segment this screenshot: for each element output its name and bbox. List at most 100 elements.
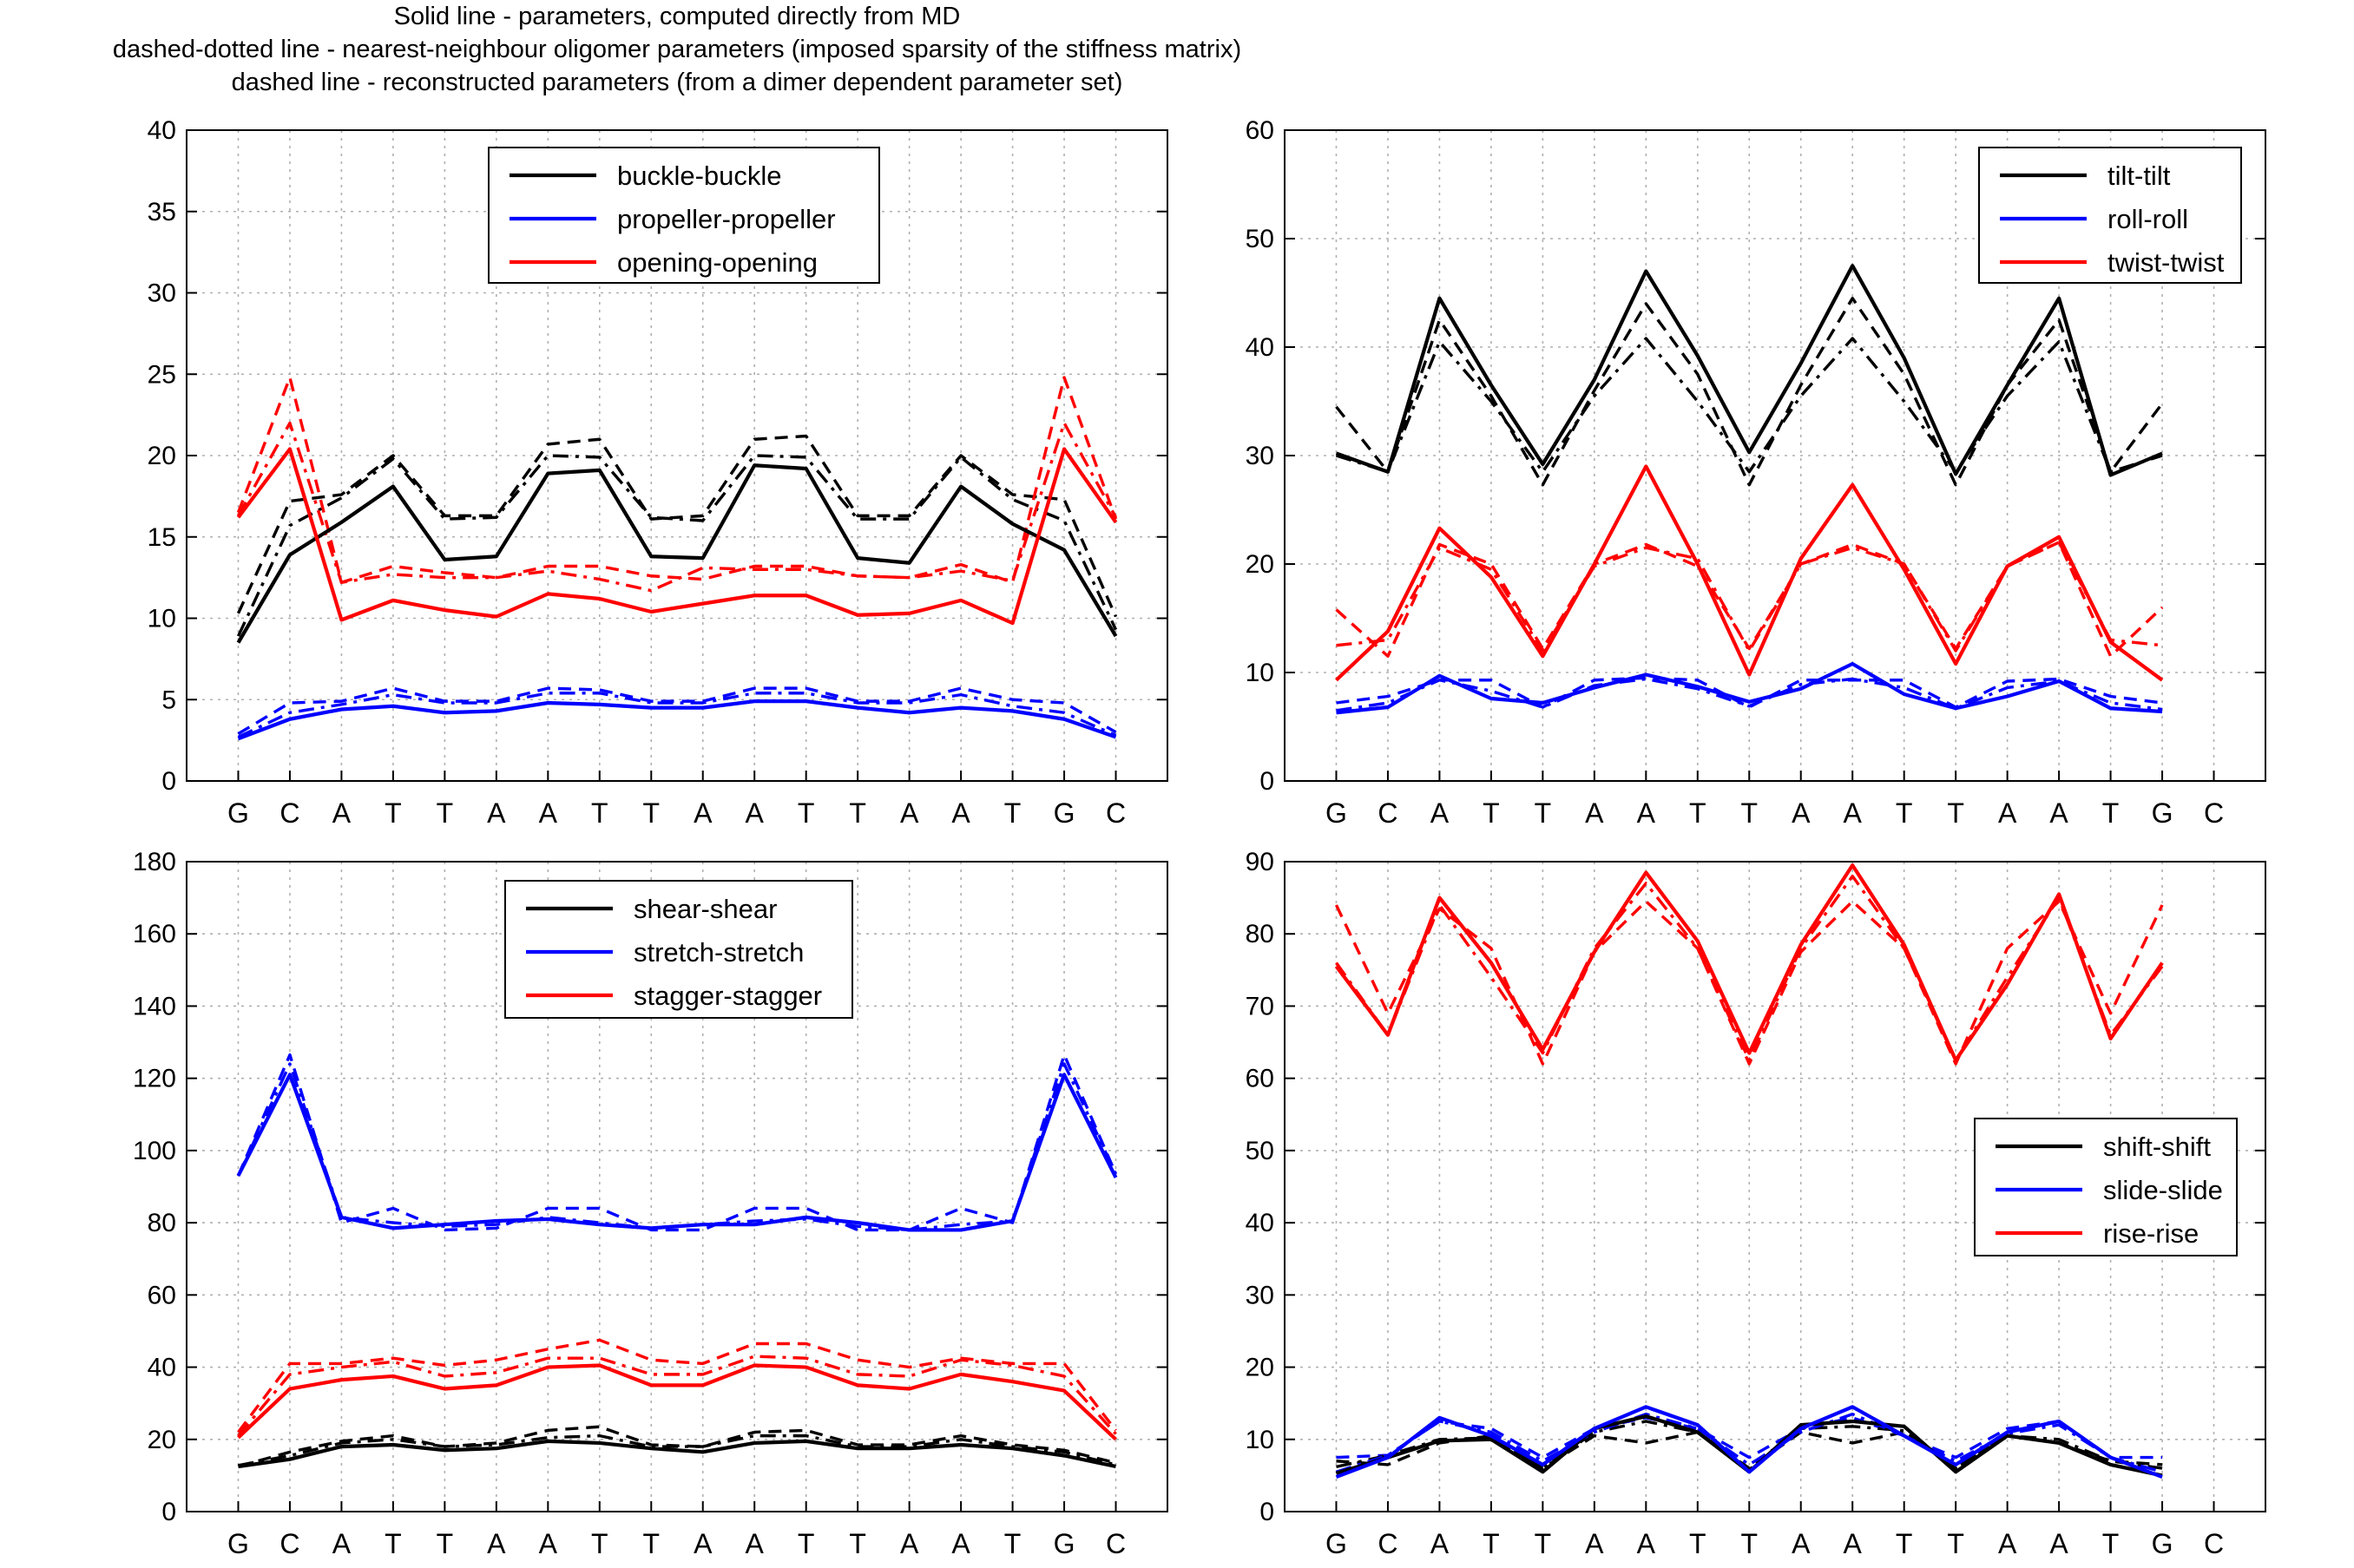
y-tick-label: 0 <box>1259 767 1274 796</box>
x-tick-label: T <box>591 797 608 829</box>
x-tick-label: T <box>1740 1528 1758 1559</box>
x-tick-label: T <box>1896 1528 1913 1559</box>
series-line-buckle-buckle-solid <box>236 463 1118 644</box>
y-tick-label: 20 <box>148 1426 176 1454</box>
y-tick-label: 30 <box>148 279 176 308</box>
x-tick-label: A <box>1844 797 1863 829</box>
x-tick-label: A <box>746 1528 765 1559</box>
legend: shift-shift slide-slide rise-rise <box>1974 1118 2238 1256</box>
x-tick-label: G <box>1054 797 1075 829</box>
series-line-shift-shift-dashed <box>1336 1430 2163 1470</box>
y-tick-label: 20 <box>148 442 176 470</box>
legend: shear-shear stretch-stretch stagger-stagge… <box>504 880 853 1019</box>
series-line-rise-rise-dashed <box>1334 900 2164 1066</box>
x-tick-label: A <box>1585 797 1604 829</box>
x-tick-label: A <box>1844 1528 1863 1559</box>
x-tick-label: T <box>642 1528 660 1559</box>
series-line-shear-shear-dashdot <box>238 1434 1116 1467</box>
x-tick-label: G <box>2152 1528 2173 1559</box>
series-line-propeller-propeller-dashed <box>237 686 1117 736</box>
series-line-stretch-stretch-dashed <box>236 1053 1118 1232</box>
y-tick-label: 80 <box>1246 920 1274 948</box>
x-tick-label: T <box>591 1528 608 1559</box>
legend-label-buckle-buckle: buckle-buckle <box>617 161 782 191</box>
x-tick-label: T <box>1947 797 1964 829</box>
series-line-opening-opening-dashdot <box>236 421 1118 593</box>
y-tick-label: 50 <box>1246 225 1274 253</box>
x-tick-label: T <box>437 1528 454 1559</box>
x-tick-label: T <box>1004 797 1022 829</box>
x-tick-label: T <box>1535 797 1552 829</box>
legend-label-shear-shear: shear-shear <box>634 894 777 924</box>
x-tick-label: T <box>2102 797 2120 829</box>
series-line-stagger-stagger-dashdot <box>237 1355 1117 1437</box>
x-tick-label: C <box>1378 1528 1397 1559</box>
legend-label-tilt-tilt: tilt-tilt <box>2107 161 2171 191</box>
series-line-slide-slide-dashdot <box>1335 1412 2163 1473</box>
x-tick-label: T <box>385 797 402 829</box>
x-tick-label: A <box>1430 1528 1450 1559</box>
y-tick-label: 120 <box>133 1065 176 1093</box>
y-tick-label: 60 <box>1246 1065 1274 1093</box>
x-tick-label: A <box>1637 797 1656 829</box>
x-tick-label: A <box>746 797 765 829</box>
series-line-slide-slide-solid <box>1335 1405 2163 1479</box>
y-tick-label: 0 <box>161 1498 176 1526</box>
series-line-opening-opening-dashed <box>236 376 1118 584</box>
y-tick-label: 40 <box>1246 1209 1274 1237</box>
x-tick-label: T <box>849 797 866 829</box>
x-tick-label: C <box>1106 1528 1126 1559</box>
x-tick-label: G <box>1325 1528 1347 1559</box>
y-tick-label: 5 <box>161 686 176 714</box>
legend-label-stagger-stagger: stagger-stagger <box>634 981 822 1011</box>
x-tick-label: C <box>279 797 299 829</box>
x-tick-label: A <box>487 797 506 829</box>
x-tick-label: T <box>1896 797 1913 829</box>
series-line-stagger-stagger-solid <box>237 1363 1117 1441</box>
y-tick-label: 90 <box>1246 848 1274 876</box>
series-line-twist-twist-solid <box>1335 464 2164 682</box>
series-line-roll-roll-dashed <box>1336 676 2163 709</box>
y-tick-label: 50 <box>1246 1137 1274 1165</box>
x-tick-label: T <box>642 797 660 829</box>
y-tick-label: 60 <box>148 1281 176 1309</box>
x-tick-label: T <box>1689 1528 1706 1559</box>
y-tick-label: 25 <box>148 360 176 389</box>
y-tick-label: 0 <box>161 767 176 796</box>
x-tick-label: C <box>279 1528 299 1559</box>
series-line-rise-rise-solid <box>1334 863 2164 1062</box>
series-line-twist-twist-dashdot <box>1336 541 2163 653</box>
series-line-tilt-tilt-dashed <box>1335 297 2164 487</box>
y-tick-label: 80 <box>148 1209 176 1237</box>
caption-line-dashdot: dashed-dotted line - nearest-neighbour o… <box>112 36 1242 63</box>
x-tick-label: T <box>2102 1528 2120 1559</box>
x-tick-label: G <box>1054 1528 1075 1559</box>
x-tick-label: A <box>2049 1528 2068 1559</box>
legend-label-propeller-propeller: propeller-propeller <box>617 204 836 234</box>
x-tick-label: A <box>900 797 919 829</box>
x-tick-label: A <box>1998 797 2017 829</box>
axes-frame <box>1284 861 2266 1512</box>
series-line-stretch-stretch-solid <box>236 1073 1118 1232</box>
series-line-propeller-propeller-solid <box>237 699 1117 741</box>
x-tick-label: G <box>2152 797 2173 829</box>
y-tick-label: 30 <box>1246 1281 1274 1309</box>
y-tick-label: 180 <box>133 848 176 876</box>
y-tick-label: 10 <box>1246 1426 1274 1454</box>
series-line-buckle-buckle-dashed <box>236 434 1118 618</box>
y-tick-label: 160 <box>133 920 176 948</box>
x-tick-label: T <box>1689 797 1706 829</box>
x-tick-label: T <box>1483 797 1500 829</box>
series-line-rise-rise-dashdot <box>1335 874 2164 1062</box>
series-line-stretch-stretch-dashdot <box>236 1062 1118 1232</box>
legend-label-stretch-stretch: stretch-stretch <box>634 937 804 968</box>
x-tick-label: A <box>539 1528 558 1559</box>
x-tick-label: T <box>1947 1528 1964 1559</box>
x-tick-label: A <box>951 1528 970 1559</box>
x-tick-label: A <box>1637 1528 1656 1559</box>
y-tick-label: 10 <box>1246 659 1274 687</box>
legend-label-rise-rise: rise-rise <box>2103 1218 2199 1249</box>
x-tick-label: A <box>332 797 352 829</box>
